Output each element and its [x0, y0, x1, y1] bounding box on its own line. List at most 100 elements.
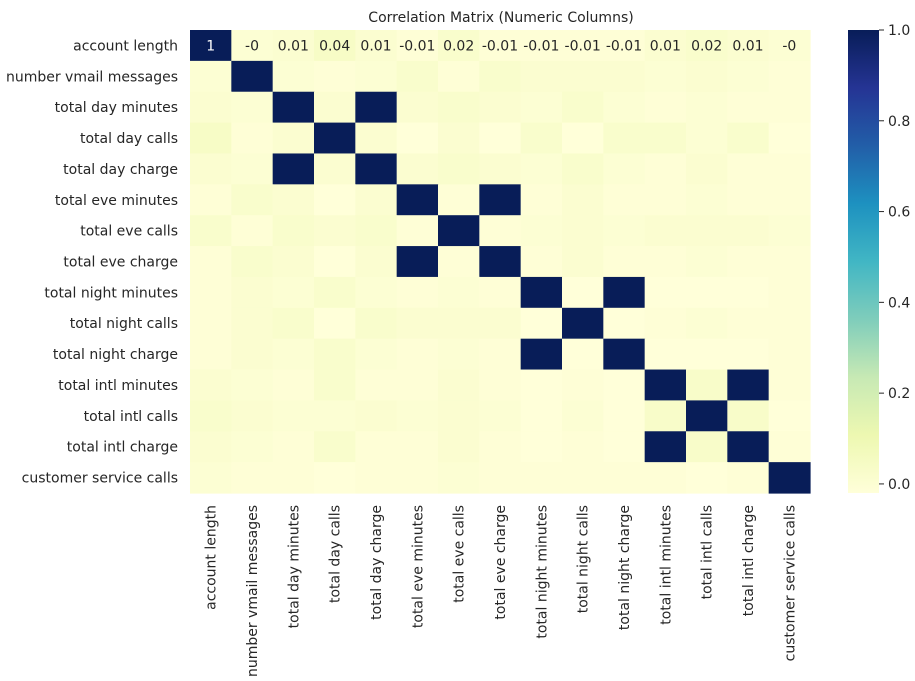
heatmap-cell: [768, 60, 811, 93]
heatmap-cell: [438, 60, 480, 93]
heatmap-cell: [396, 462, 439, 494]
cell-annotation: 0.02: [691, 38, 722, 54]
colorbar-tick-label: 1.0: [888, 23, 910, 39]
y-tick-label: customer service calls: [22, 471, 178, 487]
heatmap-cell: [190, 338, 232, 371]
x-tick-label: total intl charge: [741, 505, 757, 616]
heatmap-cell: [727, 246, 770, 278]
heatmap-cell: [686, 369, 728, 401]
x-tick-label: total night minutes: [534, 505, 550, 639]
heatmap-cell: [768, 215, 811, 247]
heatmap-cell: [603, 276, 646, 309]
heatmap-cell: [396, 276, 439, 309]
cell-annotation: 0.04: [319, 38, 350, 54]
colorbar-tick-label: 0.2: [888, 386, 910, 402]
heatmap-cell: [231, 338, 274, 371]
heatmap-cell: [355, 462, 398, 494]
heatmap-cell: [438, 431, 480, 463]
heatmap-cell: [314, 91, 356, 124]
heatmap-cell: [272, 153, 315, 185]
colorbar-tick-label: 0.8: [888, 114, 910, 130]
x-tick-label: account length: [204, 505, 220, 610]
heatmap-cell: [272, 246, 315, 278]
heatmap-cell: [562, 338, 604, 371]
heatmap-cell: [520, 60, 563, 93]
heatmap-cell: [686, 215, 728, 247]
heatmap-cell: [314, 60, 356, 93]
heatmap-cell: [562, 369, 604, 401]
y-tick-label: total eve calls: [80, 224, 178, 240]
y-tick-label: account length: [73, 38, 178, 54]
cell-annotation: -0.01: [606, 38, 642, 54]
heatmap-cell: [520, 246, 563, 278]
heatmap-cell: [396, 338, 439, 371]
heatmap-cell: [479, 122, 522, 155]
heatmap-cell: [231, 246, 274, 278]
heatmap-cell: [190, 215, 232, 247]
heatmap-cell: [231, 153, 274, 185]
heatmap-cell: [438, 122, 480, 155]
heatmap-cell: [396, 215, 439, 247]
heatmap-cell: [272, 60, 315, 93]
heatmap-cell: [768, 91, 811, 124]
heatmap-cell: [603, 338, 646, 371]
heatmap-cell: [314, 307, 356, 340]
heatmap-cell: [479, 184, 522, 216]
heatmap-cell: [562, 400, 604, 432]
heatmap-cell: [479, 30, 522, 62]
heatmap-cell: [768, 122, 811, 155]
heatmap-cell: [686, 122, 728, 155]
heatmap-cell: [562, 153, 604, 185]
cell-annotation: -0.01: [565, 38, 601, 54]
heatmap-cell: [272, 307, 315, 340]
colorbar-tick-label: 0.6: [888, 205, 910, 221]
heatmap-cell: [644, 276, 687, 309]
heatmap-cell: [231, 184, 274, 216]
heatmap-cell: [644, 369, 687, 401]
heatmap-cell: [479, 431, 522, 463]
heatmap-cell: [520, 30, 563, 62]
cell-annotation: -0.01: [482, 38, 518, 54]
heatmap-cell: [314, 246, 356, 278]
y-tick-label: total intl charge: [67, 440, 178, 456]
heatmap-cell: [644, 184, 687, 216]
heatmap-cell: [562, 462, 604, 494]
heatmap-cell: [314, 184, 356, 216]
heatmap-cell: [272, 184, 315, 216]
x-tick-label: total night charge: [617, 505, 633, 630]
heatmap-cell: [768, 462, 811, 494]
heatmap-cell: [603, 184, 646, 216]
heatmap-cell: [438, 369, 480, 401]
heatmap-cell: [231, 307, 274, 340]
heatmap-cell: [231, 91, 274, 124]
colorbar-tick-label: 0.0: [888, 477, 910, 493]
heatmap-cell: [768, 30, 811, 62]
heatmap-cell: [396, 30, 439, 62]
heatmap-cell: [768, 338, 811, 371]
heatmap-cell: [644, 462, 687, 494]
heatmap-cell: [438, 153, 480, 185]
y-tick-label: number vmail messages: [6, 69, 178, 85]
heatmap-cell: [727, 215, 770, 247]
heatmap-cell: [231, 30, 274, 62]
x-tick-label: customer service calls: [782, 505, 798, 661]
heatmap-cell: [438, 462, 480, 494]
heatmap-cell: [562, 276, 604, 309]
heatmap-cell: [644, 246, 687, 278]
heatmap-cell: [686, 60, 728, 93]
heatmap-cell: [603, 91, 646, 124]
heatmap-cell: [644, 153, 687, 185]
heatmap-cell: [644, 307, 687, 340]
chart-title: Correlation Matrix (Numeric Columns): [368, 10, 633, 26]
heatmap-cell: [644, 122, 687, 155]
x-tick-label: number vmail messages: [245, 505, 261, 677]
heatmap-cell: [520, 122, 563, 155]
heatmap-cell: [520, 276, 563, 309]
heatmap-cell: [396, 184, 439, 216]
heatmap-cell: [396, 60, 439, 93]
heatmap-cell: [562, 431, 604, 463]
heatmap-cell: [479, 246, 522, 278]
heatmap-cell: [479, 462, 522, 494]
heatmap-cell: [768, 246, 811, 278]
